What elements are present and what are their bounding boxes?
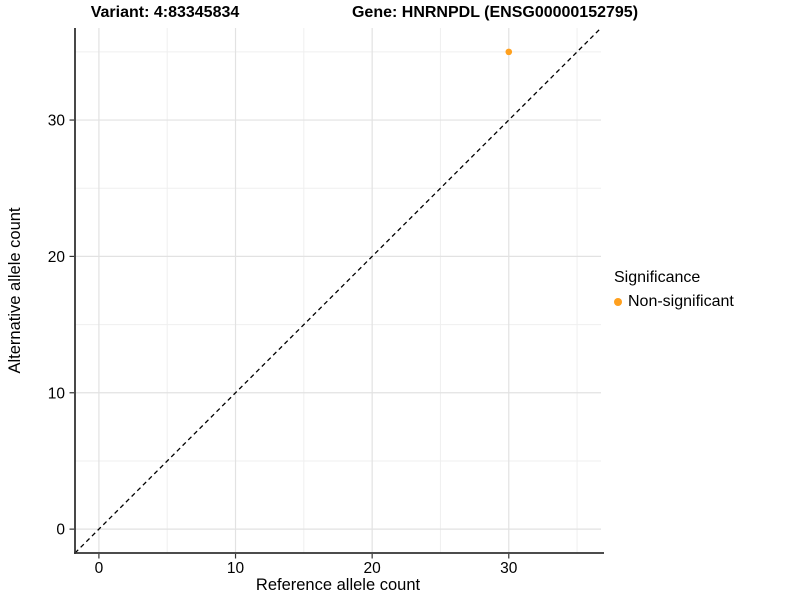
data-point bbox=[505, 48, 513, 56]
x-tick-label: 30 bbox=[500, 560, 518, 577]
y-tick-label: 0 bbox=[56, 522, 65, 539]
x-tick-label: 10 bbox=[227, 560, 245, 577]
x-tick-label: 0 bbox=[95, 560, 104, 577]
identity-line bbox=[74, 27, 602, 554]
y-tick-label: 30 bbox=[48, 113, 66, 130]
variant-title: Variant: 4:83345834 bbox=[90, 4, 240, 21]
y-tick-label: 20 bbox=[48, 249, 66, 266]
x-tick-label: 20 bbox=[364, 560, 382, 577]
legend-item-label: Non-significant bbox=[628, 293, 734, 310]
gene-title: Gene: HNRNPDL (ENSG00000152795) bbox=[351, 4, 639, 21]
x-axis-title: Reference allele count bbox=[256, 576, 421, 594]
legend: Significance Non-significant bbox=[614, 269, 796, 311]
y-tick-label: 10 bbox=[48, 385, 66, 402]
legend-item-non-significant: Non-significant bbox=[614, 293, 796, 311]
legend-title: Significance bbox=[614, 269, 701, 286]
legend-point-icon bbox=[614, 298, 622, 306]
y-axis-title: Alternative allele count bbox=[6, 207, 24, 373]
